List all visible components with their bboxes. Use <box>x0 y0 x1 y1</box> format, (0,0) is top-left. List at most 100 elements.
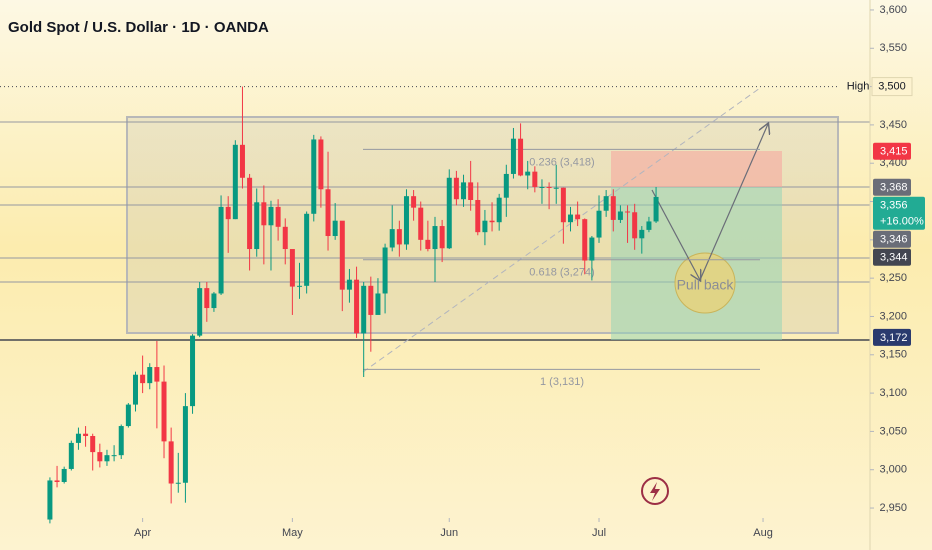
candle-body <box>582 219 588 261</box>
y-tick-label: 3,000 <box>879 464 907 476</box>
arrow <box>699 124 768 281</box>
candle-body <box>225 206 231 220</box>
candle-body <box>375 293 381 315</box>
price-badge-sublabel: +16.00% <box>880 216 924 228</box>
y-tick-label: 3,100 <box>879 387 907 399</box>
candle-body <box>396 229 402 245</box>
price-badge-label: 3,356 <box>880 200 908 212</box>
candle-body <box>446 177 452 249</box>
candle-body <box>132 374 138 405</box>
y-tick-label: 3,200 <box>879 310 907 322</box>
candle-body <box>546 186 552 188</box>
arrow <box>651 189 700 280</box>
candle-body <box>603 196 609 211</box>
price-badge-label: 3,172 <box>880 332 908 344</box>
candle-body <box>439 226 445 249</box>
candle-body <box>218 206 224 294</box>
candle-body <box>247 177 253 250</box>
y-tick-label: 3,150 <box>879 349 907 361</box>
y-tick-label: 3,050 <box>879 425 907 437</box>
candle-body <box>318 139 324 190</box>
candle-body <box>97 452 103 462</box>
stop-zone <box>611 151 782 187</box>
candle-body <box>575 214 581 220</box>
candle-body <box>282 226 288 250</box>
y-tick-label: 3,550 <box>879 42 907 54</box>
high-label: 3,500 <box>878 80 906 92</box>
y-tick-label: 3,400 <box>879 157 907 169</box>
candle-body <box>646 221 652 230</box>
candle-body <box>617 211 623 220</box>
candle-body <box>532 171 538 187</box>
candle-body <box>154 367 160 382</box>
candle-body <box>232 144 238 220</box>
y-tick-label: 3,600 <box>879 4 907 16</box>
candle-body <box>489 220 495 223</box>
candle-body <box>54 480 60 482</box>
high-tag: High <box>847 80 870 92</box>
high-badge <box>871 77 913 97</box>
candle-body <box>382 247 388 294</box>
candle-body <box>125 404 131 427</box>
price-badge <box>873 142 911 160</box>
candle-body <box>175 482 181 484</box>
price-badge-label: 3,344 <box>880 252 908 264</box>
candle-body <box>190 335 196 407</box>
candle-body <box>596 210 602 238</box>
candle-body <box>475 199 481 233</box>
candle-body <box>104 455 110 462</box>
candle-body <box>425 239 431 250</box>
chart-title: Gold Spot / U.S. Dollar · 1D · OANDA <box>8 19 269 36</box>
candle-body <box>61 468 67 482</box>
candle-body <box>147 367 153 384</box>
candle-body <box>432 226 438 250</box>
candle-body <box>75 433 81 443</box>
candle-body <box>161 381 167 442</box>
candle-body <box>389 229 395 248</box>
lightning-icon <box>641 477 669 505</box>
candle-body <box>632 212 638 239</box>
y-tick-label: 3,250 <box>879 272 907 284</box>
candle-body <box>361 285 367 334</box>
candle-body <box>339 220 345 290</box>
candle-body <box>90 436 96 453</box>
pullback-circle <box>674 252 736 314</box>
candle-body <box>239 144 245 178</box>
trend-line <box>362 87 761 373</box>
candle-body <box>482 220 488 233</box>
candle-body <box>560 187 566 223</box>
price-badge <box>873 248 911 266</box>
candle-body <box>411 196 417 208</box>
fib-label: 0.236 (3,418) <box>529 156 594 168</box>
candle-body <box>118 426 124 456</box>
price-badge <box>873 230 911 248</box>
x-tick-label: Aug <box>753 527 773 539</box>
candle-body <box>311 139 317 214</box>
x-tick-label: May <box>282 527 303 539</box>
candle-body <box>539 186 545 188</box>
price-badge-label: 3,346 <box>880 234 908 246</box>
candle-body <box>503 173 509 198</box>
candle-body <box>510 138 516 174</box>
fib-label: 0.618 (3,274) <box>529 267 594 279</box>
price-badge-label: 3,415 <box>880 146 908 158</box>
candle-body <box>182 406 188 483</box>
candle-body <box>518 138 524 176</box>
candle-body <box>254 202 260 250</box>
candle-body <box>610 196 616 220</box>
candle-body <box>468 182 474 200</box>
candle-body <box>496 197 502 223</box>
price-badge <box>873 178 911 196</box>
candle-body <box>204 288 210 309</box>
candle-body <box>197 288 203 336</box>
y-tick-label: 3,450 <box>879 119 907 131</box>
candle-body <box>589 237 595 261</box>
price-badge-label: 3,368 <box>880 182 908 194</box>
candle-body <box>289 249 295 287</box>
candle-body <box>403 196 409 245</box>
candle-body <box>297 285 303 287</box>
candle-body <box>268 206 274 226</box>
fib-label: 1 (3,131) <box>540 376 584 388</box>
candle-body <box>453 177 459 200</box>
